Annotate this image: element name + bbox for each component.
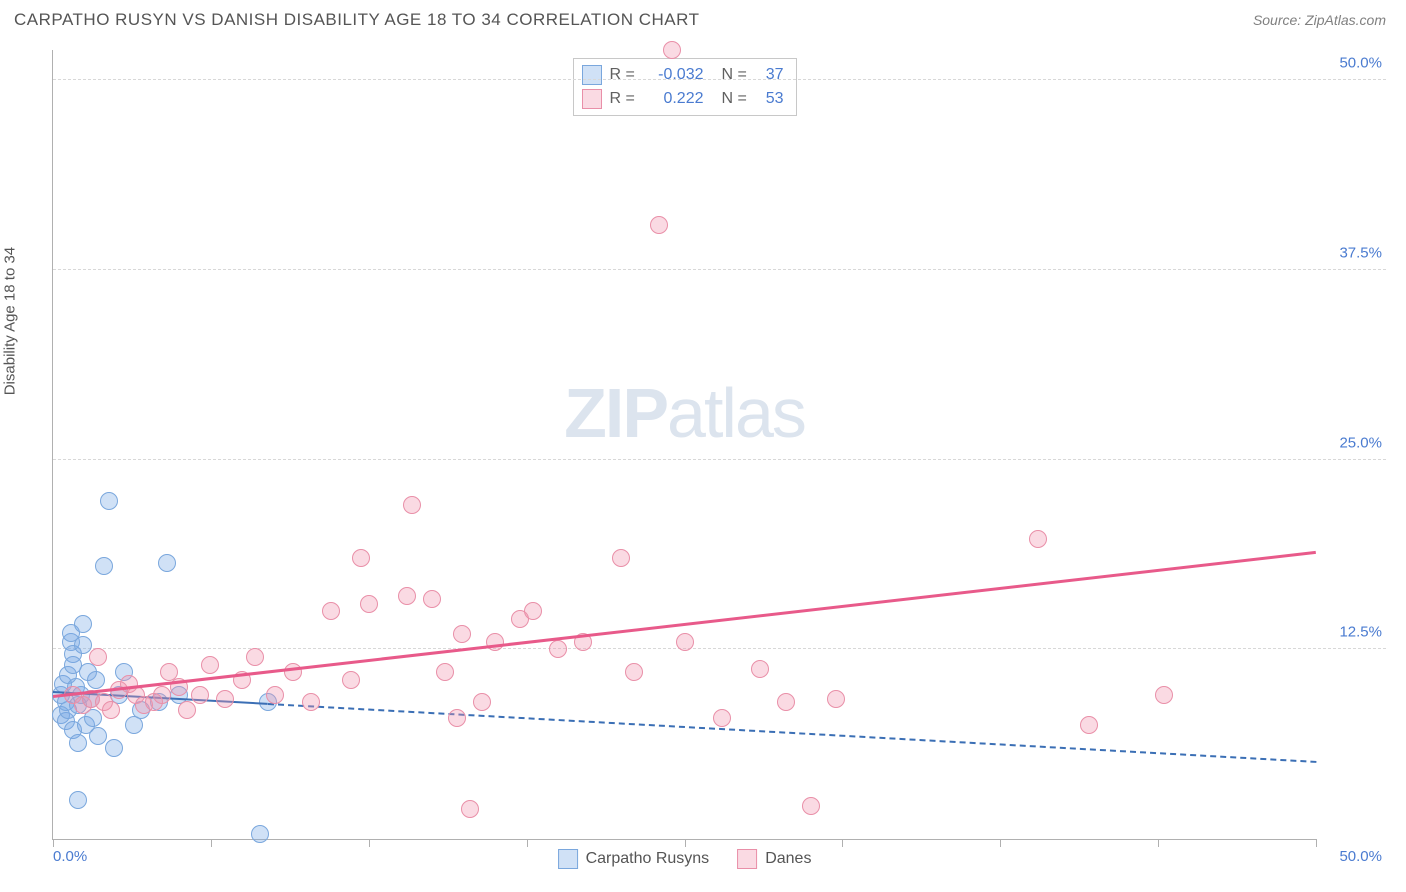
watermark: ZIPatlas	[564, 373, 805, 453]
scatter-point	[69, 734, 87, 752]
r-label: R =	[610, 63, 640, 87]
n-label: N =	[722, 63, 750, 87]
y-tick-label: 25.0%	[1339, 434, 1382, 451]
scatter-point	[102, 701, 120, 719]
legend-series-item: Carpatho Rusyns	[558, 849, 710, 869]
scatter-point	[1029, 530, 1047, 548]
x-tick	[1000, 839, 1001, 847]
scatter-point	[436, 663, 454, 681]
scatter-point	[453, 625, 471, 643]
scatter-point	[1080, 716, 1098, 734]
chart-container: Disability Age 18 to 34 ZIPatlas R =-0.0…	[14, 40, 1386, 882]
scatter-point	[1155, 686, 1173, 704]
scatter-point	[448, 709, 466, 727]
scatter-point	[216, 690, 234, 708]
x-tick	[842, 839, 843, 847]
legend-correlation-row: R = 0.222 N = 53	[582, 87, 784, 111]
x-tick	[685, 839, 686, 847]
n-value: 37	[758, 63, 784, 87]
scatter-point	[191, 686, 209, 704]
scatter-point	[713, 709, 731, 727]
gridline	[53, 269, 1386, 270]
x-tick	[369, 839, 370, 847]
scatter-point	[827, 690, 845, 708]
scatter-point	[612, 549, 630, 567]
correlation-legend: R = -0.032 N = 37 R = 0.222 N = 53	[573, 58, 797, 116]
scatter-point	[100, 492, 118, 510]
chart-source: Source: ZipAtlas.com	[1253, 12, 1386, 28]
scatter-point	[524, 602, 542, 620]
scatter-point	[178, 701, 196, 719]
scatter-point	[322, 602, 340, 620]
scatter-point	[69, 791, 87, 809]
legend-swatch	[737, 849, 757, 869]
trend-line	[53, 551, 1316, 698]
x-tick	[1316, 839, 1317, 847]
scatter-point	[663, 41, 681, 59]
scatter-point	[360, 595, 378, 613]
scatter-point	[777, 693, 795, 711]
scatter-point	[398, 587, 416, 605]
scatter-point	[153, 686, 171, 704]
scatter-point	[201, 656, 219, 674]
scatter-point	[650, 216, 668, 234]
scatter-point	[105, 739, 123, 757]
series-legend: Carpatho Rusyns Danes	[558, 849, 812, 869]
legend-series-label: Carpatho Rusyns	[586, 850, 710, 868]
scatter-point	[158, 554, 176, 572]
r-value: -0.032	[648, 63, 704, 87]
trend-line	[268, 703, 1316, 763]
scatter-point	[751, 660, 769, 678]
gridline	[53, 459, 1386, 460]
scatter-point	[89, 727, 107, 745]
x-tick	[211, 839, 212, 847]
scatter-point	[342, 671, 360, 689]
scatter-point	[89, 648, 107, 666]
n-value: 53	[758, 87, 784, 111]
legend-swatch	[582, 65, 602, 85]
legend-series-item: Danes	[737, 849, 811, 869]
scatter-point	[87, 671, 105, 689]
x-tick	[53, 839, 54, 847]
scatter-point	[74, 615, 92, 633]
y-tick-label: 37.5%	[1339, 245, 1382, 262]
scatter-point	[403, 496, 421, 514]
scatter-point	[423, 590, 441, 608]
scatter-point	[302, 693, 320, 711]
gridline	[53, 79, 1386, 80]
scatter-point	[625, 663, 643, 681]
x-tick	[527, 839, 528, 847]
plot-area: ZIPatlas R =-0.032N =37R =0.222N =53 0.0…	[52, 50, 1316, 840]
r-label: R =	[610, 87, 640, 111]
y-axis-label: Disability Age 18 to 34	[2, 247, 19, 395]
scatter-point	[549, 640, 567, 658]
x-axis-max-label: 50.0%	[1339, 848, 1382, 865]
n-label: N =	[722, 87, 750, 111]
legend-swatch	[582, 89, 602, 109]
x-axis-min-label: 0.0%	[53, 848, 87, 865]
scatter-point	[74, 636, 92, 654]
y-tick-label: 50.0%	[1339, 55, 1382, 72]
x-tick	[1158, 839, 1159, 847]
scatter-point	[461, 800, 479, 818]
scatter-point	[251, 825, 269, 843]
scatter-point	[266, 686, 284, 704]
scatter-point	[246, 648, 264, 666]
legend-correlation-row: R = -0.032 N = 37	[582, 63, 784, 87]
legend-swatch	[558, 849, 578, 869]
chart-title: CARPATHO RUSYN VS DANISH DISABILITY AGE …	[14, 10, 699, 30]
y-tick-label: 12.5%	[1339, 624, 1382, 641]
scatter-point	[95, 557, 113, 575]
scatter-point	[802, 797, 820, 815]
legend-series-label: Danes	[765, 850, 811, 868]
r-value: 0.222	[648, 87, 704, 111]
scatter-point	[352, 549, 370, 567]
scatter-point	[676, 633, 694, 651]
scatter-point	[473, 693, 491, 711]
